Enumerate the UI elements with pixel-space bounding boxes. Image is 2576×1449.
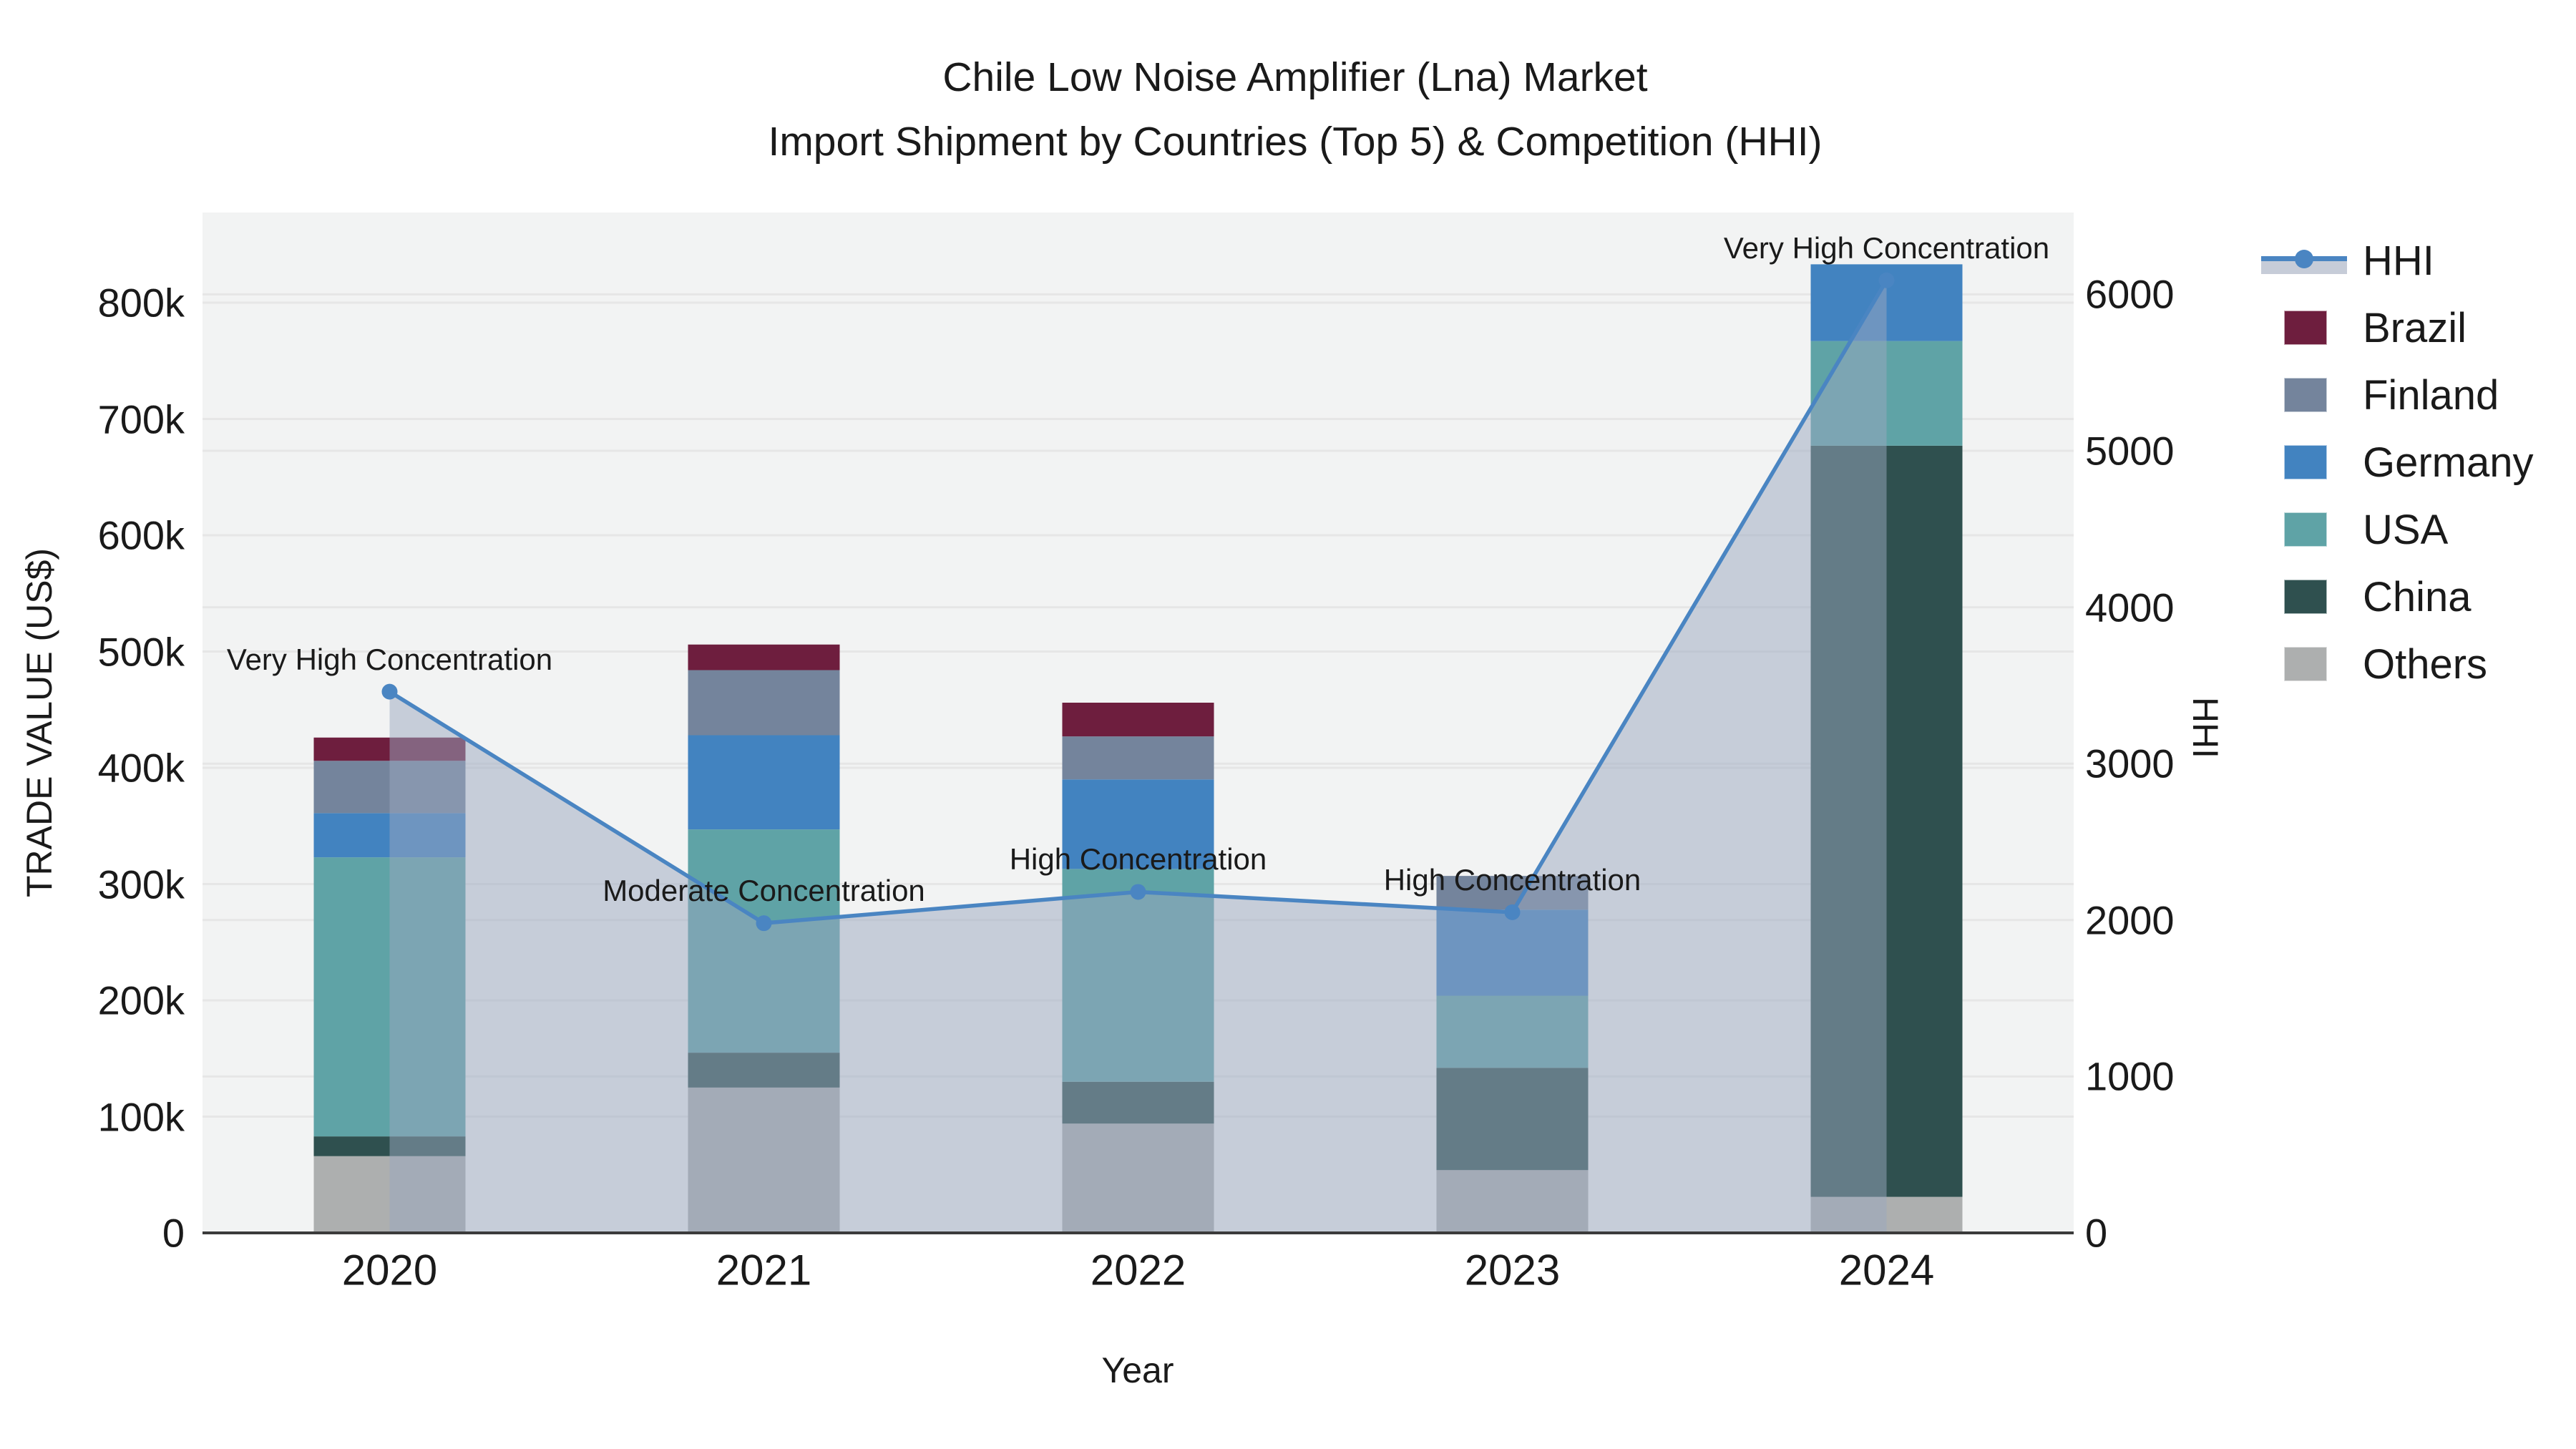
left-tick-label: 700k — [97, 396, 185, 441]
legend-item-hhi: HHI — [2261, 227, 2534, 294]
legend-label: Finland — [2363, 371, 2499, 419]
bar-segment-brazil-2022 — [1062, 703, 1214, 737]
hhi-marker-2022 — [1130, 884, 1146, 900]
hhi-marker-2023 — [1504, 904, 1521, 920]
hhi-annotation-2024: Very High Concentration — [1723, 230, 2050, 265]
right-tick-label: 2000 — [2085, 897, 2175, 943]
left-tick-label: 600k — [97, 512, 185, 558]
chart-title-line2: Import Shipment by Countries (Top 5) & C… — [768, 119, 1823, 165]
legend-label: Brazil — [2363, 304, 2467, 351]
x-tick-label: 2024 — [1838, 1246, 1935, 1294]
legend-color-swatch-icon — [2261, 311, 2353, 345]
hhi-annotation-2023: High Concentration — [1383, 862, 1641, 897]
hhi-marker-2024 — [1878, 272, 1895, 288]
legend-color-swatch-icon — [2261, 647, 2353, 681]
bar-segment-germany-2022 — [1062, 779, 1214, 869]
chart-title-line1: Chile Low Noise Amplifier (Lna) Market — [942, 54, 1648, 100]
hhi-line-swatch-icon — [2261, 244, 2353, 277]
x-tick-label: 2022 — [1090, 1246, 1186, 1294]
legend-label: China — [2363, 573, 2472, 620]
legend-color-swatch-icon — [2261, 512, 2353, 547]
legend-item-usa: USA — [2261, 496, 2534, 563]
x-axis-title: Year — [1101, 1350, 1174, 1390]
right-tick-label: 4000 — [2085, 585, 2175, 630]
bar-segment-brazil-2021 — [688, 644, 840, 670]
right-tick-label: 1000 — [2085, 1053, 2175, 1099]
legend-color-swatch-icon — [2261, 378, 2353, 412]
legend-item-china: China — [2261, 563, 2534, 630]
hhi-marker-2020 — [381, 683, 398, 700]
x-tick-label: 2023 — [1464, 1246, 1561, 1294]
hhi-annotation-2022: High Concentration — [1009, 842, 1267, 877]
right-tick-label: 0 — [2085, 1210, 2108, 1256]
hhi-annotation-2021: Moderate Concentration — [602, 874, 925, 908]
bar-segment-finland-2021 — [688, 670, 840, 736]
legend-item-germany: Germany — [2261, 429, 2534, 496]
hhi-annotation-2020: Very High Concentration — [226, 642, 553, 676]
left-tick-label: 800k — [97, 280, 185, 326]
hhi-area-fill — [389, 280, 1887, 1233]
left-tick-label: 0 — [162, 1210, 185, 1256]
legend-label: USA — [2363, 506, 2449, 553]
left-tick-label: 300k — [97, 862, 185, 907]
y-axis-title-right: HHI — [2185, 696, 2225, 759]
legend-item-others: Others — [2261, 630, 2534, 698]
bar-segment-finland-2022 — [1062, 736, 1214, 780]
left-tick-label: 500k — [97, 629, 185, 674]
x-tick-label: 2020 — [341, 1246, 438, 1294]
legend-label: HHI — [2363, 237, 2434, 284]
right-tick-label: 5000 — [2085, 428, 2175, 474]
y-axis-title-left: TRADE VALUE (US$) — [19, 547, 59, 898]
legend-color-swatch-icon — [2261, 445, 2353, 479]
x-tick-label: 2021 — [716, 1246, 812, 1294]
legend-label: Others — [2363, 640, 2488, 688]
right-tick-label: 3000 — [2085, 741, 2175, 786]
left-tick-label: 100k — [97, 1094, 185, 1139]
left-tick-label: 200k — [97, 977, 185, 1023]
legend-color-swatch-icon — [2261, 580, 2353, 614]
left-tick-label: 400k — [97, 745, 185, 791]
right-tick-label: 6000 — [2085, 271, 2175, 317]
bar-segment-germany-2021 — [688, 735, 840, 830]
hhi-marker-2021 — [756, 915, 772, 932]
legend-label: Germany — [2363, 439, 2534, 486]
legend-item-brazil: Brazil — [2261, 294, 2534, 361]
legend-item-finland: Finland — [2261, 361, 2534, 429]
legend: HHI Brazil Finland Germany USA China Others — [2261, 227, 2534, 698]
